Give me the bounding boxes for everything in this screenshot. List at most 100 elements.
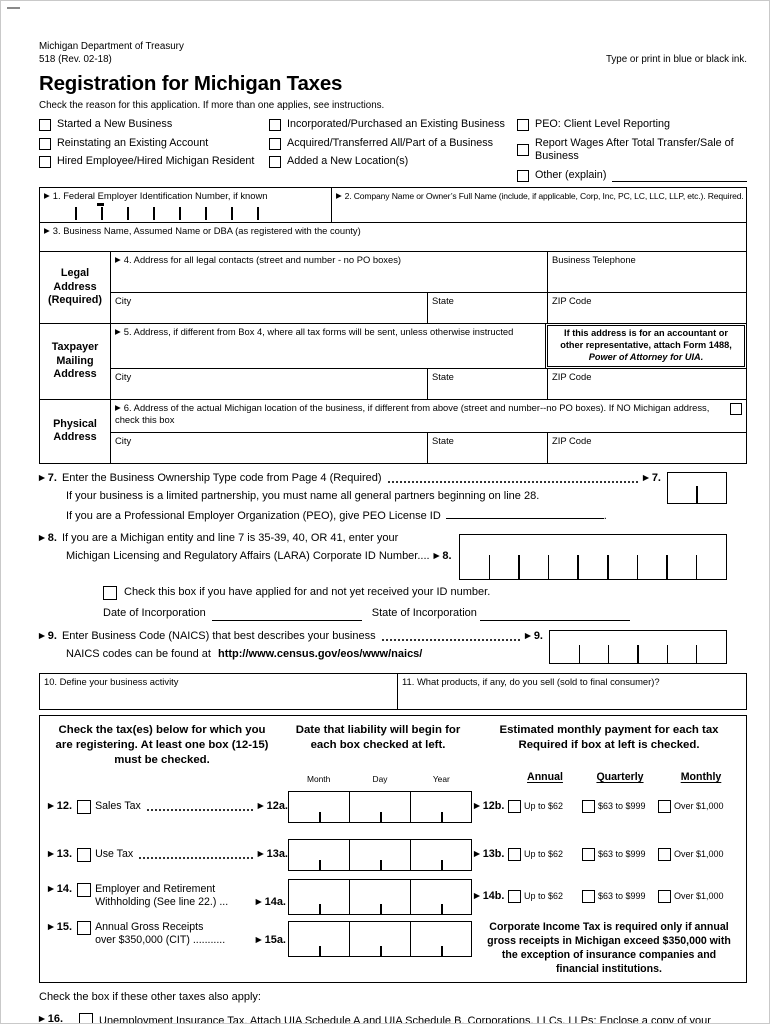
arrow-icon: ▶ xyxy=(474,800,480,810)
use-quarterly-checkbox[interactable] xyxy=(582,848,595,862)
poa-note-cell: If this address is for an accountant or … xyxy=(546,324,746,368)
company-name-label: 2. Company Name or Owner’s Full Name (in… xyxy=(344,191,744,202)
withholding-label-line2: Withholding (See line 22.) ... xyxy=(95,896,229,909)
box-row-1: ▶ 1. Federal Employer Identification Numb… xyxy=(39,187,747,224)
use-annual-checkbox[interactable] xyxy=(508,848,521,862)
checkbox[interactable] xyxy=(269,119,281,132)
mailing-city-field[interactable]: City xyxy=(111,368,428,399)
date-column-labels: Month Day Year xyxy=(307,774,450,785)
page-title: Registration for Michigan Taxes xyxy=(39,72,343,96)
use-monthly-checkbox[interactable] xyxy=(658,848,671,862)
tax-registration-block: Check the tax(es) below for which you ar… xyxy=(39,714,747,984)
arrow-icon: ▶ xyxy=(257,800,264,810)
sales-tax-liability-date[interactable] xyxy=(288,790,472,823)
checkbox[interactable] xyxy=(517,169,529,182)
use-tax-liability-date[interactable] xyxy=(288,838,472,871)
sales-tax-checkbox[interactable] xyxy=(77,799,92,814)
cit-note: Corporate Income Tax is required only if… xyxy=(487,920,731,975)
reason-reinstating-account: Reinstating an Existing Account xyxy=(39,137,269,150)
scan-artifact xyxy=(7,7,20,9)
gross-receipts-row: ▶ 15. Annual Gross Receipts over $350,000… xyxy=(40,920,746,977)
arrow-icon: ▶ xyxy=(474,890,480,900)
checkbox[interactable] xyxy=(39,119,51,132)
arrow-icon: ▶ xyxy=(115,402,121,412)
checkbox[interactable] xyxy=(39,156,51,169)
business-activity-field[interactable]: 10. Define your business activity xyxy=(40,673,398,709)
arrow-icon: ▶ xyxy=(39,533,45,543)
naics-code-box[interactable] xyxy=(549,629,727,664)
line7-sub2: If you are a Professional Employer Organ… xyxy=(66,507,661,524)
withholding-quarterly-checkbox[interactable] xyxy=(582,890,595,904)
fein-dash xyxy=(97,203,104,207)
withholding-checkbox[interactable] xyxy=(77,883,92,898)
sales-tax-row: ▶ 12. Sales Tax ▶ 12a. ▶ 12b. Up to $62 $63… xyxy=(40,790,746,823)
arrow-icon: ▶ xyxy=(39,472,45,482)
checkbox[interactable] xyxy=(269,137,281,150)
line7-label: Enter the Business Ownership Type code f… xyxy=(61,471,382,484)
reason-other: Other (explain) xyxy=(517,169,747,182)
products-sold-field[interactable]: 11. What products, if any, do you sell (… xyxy=(402,675,660,687)
physical-state-field[interactable]: State xyxy=(428,432,548,463)
sales-annual-checkbox[interactable] xyxy=(508,800,521,814)
arrow-icon: ▶ xyxy=(39,1014,45,1024)
mailing-address-field[interactable]: ▶ 5. Address, if different from Box 4, wh… xyxy=(111,324,546,368)
line7-code-box[interactable] xyxy=(667,471,727,504)
arrow-icon: ▶ xyxy=(48,848,54,858)
no-michigan-address-checkbox[interactable] xyxy=(730,402,742,415)
line8-block: ▶ 8. If you are a Michigan entity and lin… xyxy=(39,532,747,581)
legal-address-field[interactable]: ▶ 4. Address for all legal contacts (stre… xyxy=(111,252,548,293)
arrow-icon: ▶ xyxy=(44,191,50,201)
dotted-leader xyxy=(146,808,253,811)
tax-col3-header: Estimated monthly payment for each tax R… xyxy=(499,723,719,751)
withholding-liability-date[interactable] xyxy=(288,878,472,915)
gross-receipts-liability-date[interactable] xyxy=(288,920,472,957)
applied-not-received-checkbox[interactable] xyxy=(103,586,117,601)
mailing-zip-field[interactable]: ZIP Code xyxy=(552,370,592,382)
physical-address-field[interactable]: ▶ 6. Address of the actual Michigan locat… xyxy=(111,400,746,432)
physical-zip-field[interactable]: ZIP Code xyxy=(552,434,592,446)
legal-address-group: Legal Address (Required) ▶ 4. Address for… xyxy=(40,252,746,325)
reason-report-wages: Report Wages After Total Transfer/Sale o… xyxy=(517,137,747,164)
dba-box[interactable]: ▶ 3. Business Name, Assumed Name or DBA (… xyxy=(39,223,747,253)
fein-box[interactable]: ▶ 1. Federal Employer Identification Numb… xyxy=(40,188,332,223)
date-of-incorporation-field[interactable] xyxy=(211,609,362,621)
checkbox[interactable] xyxy=(269,156,281,169)
use-tax-checkbox[interactable] xyxy=(77,847,92,862)
checkbox[interactable] xyxy=(39,137,51,150)
mailing-state-field[interactable]: State xyxy=(428,368,548,399)
fein-comb-field[interactable] xyxy=(44,203,327,221)
arrow-icon: ▶ xyxy=(525,630,531,640)
uia-checkbox[interactable] xyxy=(79,1013,93,1023)
uia-text: Unemployment Insurance Tax. Attach UIA S… xyxy=(99,1015,711,1024)
arrow-icon: ▶ xyxy=(115,255,121,265)
incorporation-line: Date of Incorporation State of Incorpora… xyxy=(103,607,747,621)
line16-uia: ▶ 16. Unemployment Insurance Tax. Attach … xyxy=(39,1013,747,1024)
state-of-incorporation-field[interactable] xyxy=(479,609,630,621)
form-number: 518 (Rev. 02-18) xyxy=(39,53,112,65)
legal-zip-field[interactable]: ZIP Code xyxy=(552,295,592,307)
dotted-leader xyxy=(387,480,639,483)
sales-monthly-checkbox[interactable] xyxy=(658,800,671,814)
tax-col1-header: Check the tax(es) below for which you ar… xyxy=(55,723,269,766)
legal-city-field[interactable]: City xyxy=(111,293,428,324)
lara-corporate-id-box[interactable] xyxy=(459,534,727,581)
legal-state-field[interactable]: State xyxy=(428,293,548,324)
line8-label1: If you are a Michigan entity and line 7 … xyxy=(61,532,399,545)
reason-instruction: Check the reason for this application. I… xyxy=(39,100,385,112)
date-of-incorporation-label: Date of Incorporation xyxy=(103,607,206,620)
physical-city-field[interactable]: City xyxy=(111,432,428,463)
other-explain-field[interactable] xyxy=(612,170,747,182)
company-name-box[interactable]: ▶ 2. Company Name or Owner’s Full Name (i… xyxy=(332,188,746,222)
withholding-monthly-checkbox[interactable] xyxy=(658,890,671,904)
peo-license-id-field[interactable] xyxy=(445,507,604,520)
business-telephone-field[interactable]: Business Telephone xyxy=(552,254,636,266)
sales-quarterly-checkbox[interactable] xyxy=(582,800,595,814)
reason-hired-employee: Hired Employee/Hired Michigan Resident xyxy=(39,155,269,169)
checkbox[interactable] xyxy=(517,119,529,132)
withholding-annual-checkbox[interactable] xyxy=(508,890,521,904)
arrow-icon: ▶ xyxy=(255,897,262,907)
naics-url: http://www.census.gov/eos/www/naics/ xyxy=(218,647,423,660)
checkbox[interactable] xyxy=(517,144,529,157)
gross-receipts-checkbox[interactable] xyxy=(77,920,92,935)
arrow-icon: ▶ xyxy=(39,630,45,640)
